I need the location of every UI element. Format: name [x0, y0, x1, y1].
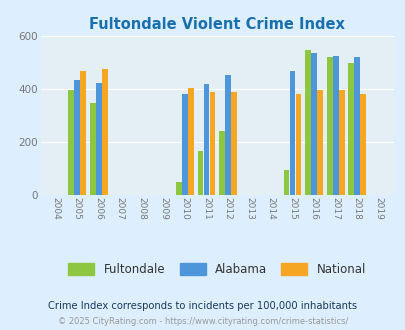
Bar	[219, 131, 224, 195]
Bar	[289, 71, 295, 195]
Bar	[209, 92, 215, 195]
Bar	[224, 75, 230, 195]
Bar	[295, 94, 301, 195]
Bar	[326, 57, 332, 195]
Bar	[74, 81, 80, 195]
Bar	[360, 94, 365, 195]
Bar	[332, 56, 338, 195]
Bar	[338, 90, 344, 195]
Title: Fultondale Violent Crime Index: Fultondale Violent Crime Index	[89, 17, 344, 32]
Text: © 2025 CityRating.com - https://www.cityrating.com/crime-statistics/: © 2025 CityRating.com - https://www.city…	[58, 317, 347, 326]
Bar	[102, 69, 107, 195]
Bar	[317, 90, 322, 195]
Bar	[68, 90, 74, 195]
Bar	[80, 71, 86, 195]
Bar	[197, 151, 203, 195]
Bar	[188, 88, 193, 195]
Bar	[354, 57, 359, 195]
Bar	[176, 182, 181, 195]
Bar	[311, 53, 316, 195]
Bar	[96, 82, 101, 195]
Bar	[305, 50, 310, 195]
Legend: Fultondale, Alabama, National: Fultondale, Alabama, National	[64, 258, 370, 281]
Bar	[283, 170, 289, 195]
Bar	[347, 63, 353, 195]
Bar	[203, 84, 209, 195]
Text: Crime Index corresponds to incidents per 100,000 inhabitants: Crime Index corresponds to incidents per…	[48, 301, 357, 311]
Bar	[181, 94, 187, 195]
Bar	[230, 92, 236, 195]
Bar	[90, 103, 95, 195]
